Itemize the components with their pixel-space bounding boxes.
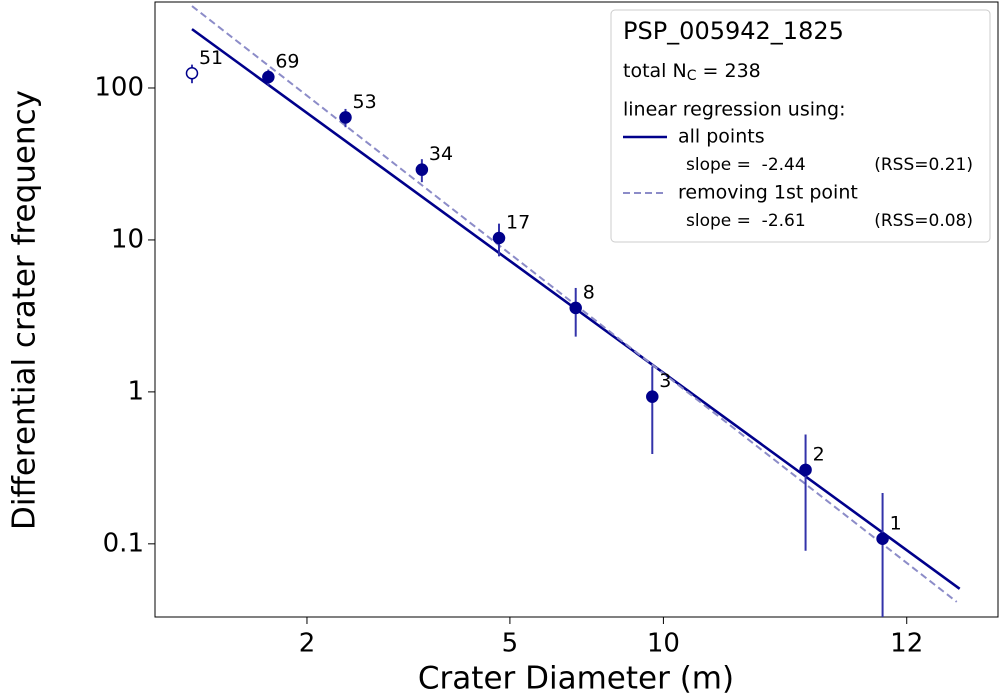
- data-point: [492, 231, 506, 245]
- plot-frame: [154, 1, 999, 618]
- data-point: [646, 390, 659, 403]
- legend-frame: [610, 9, 991, 243]
- point-label: 3: [659, 370, 671, 392]
- point-label: 8: [583, 281, 595, 303]
- y-tick-label: 0.1: [103, 528, 144, 558]
- x-tick-label: 10: [647, 629, 680, 659]
- data-point: [339, 111, 352, 124]
- legend-rss: (RSS=0.21): [874, 155, 973, 175]
- data-point: [569, 301, 582, 315]
- point-label: 69: [275, 51, 299, 73]
- y-tick-label: 100: [94, 72, 144, 102]
- legend-slope: slope = -2.61: [686, 211, 806, 231]
- legend-label: all points: [678, 126, 765, 148]
- total-sub: C: [687, 68, 697, 84]
- data-point: [799, 463, 812, 477]
- legend-label: removing 1st point: [678, 182, 858, 204]
- point-label: 1: [890, 512, 902, 534]
- legend-title: PSP_005942_1825: [623, 17, 844, 45]
- legend-rss: (RSS=0.08): [874, 211, 973, 231]
- data-point: [876, 532, 889, 546]
- plot-area: [185, 5, 961, 617]
- x-tick-label: 12: [890, 629, 923, 659]
- x-axis-label: Crater Diameter (m): [418, 661, 734, 697]
- point-label: 17: [506, 211, 530, 233]
- legend-total: total NC = 238: [623, 60, 761, 85]
- point-label: 53: [352, 91, 376, 113]
- y-tick-label: 10: [111, 224, 144, 254]
- legend-slope: slope = -2.44: [686, 155, 806, 175]
- data-point: [415, 163, 429, 176]
- legend: PSP_005942_1825 total NC = 238 linear re…: [610, 9, 991, 243]
- total-text: total N: [623, 60, 687, 82]
- y-axis-label: Differential crater frequency: [7, 90, 43, 530]
- x-tick-label: 5: [502, 629, 519, 659]
- point-label: 51: [199, 47, 223, 69]
- legend-heading: linear regression using:: [623, 99, 846, 121]
- y-tick-label: 1: [127, 376, 144, 406]
- x-tick-label: 2: [299, 629, 316, 659]
- point-label: 34: [429, 143, 453, 165]
- data-point: [262, 70, 275, 84]
- total-rest: = 238: [696, 60, 760, 82]
- data-point: [185, 67, 199, 80]
- point-label: 2: [813, 443, 825, 465]
